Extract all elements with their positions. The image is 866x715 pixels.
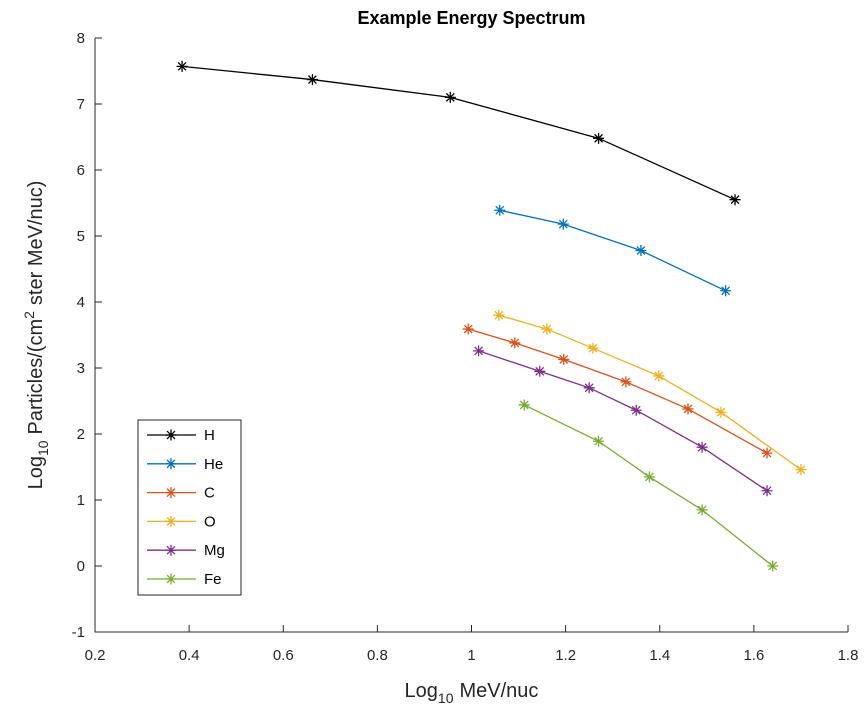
legend-marker xyxy=(165,458,177,470)
x-tick-label: 1 xyxy=(467,647,475,664)
series-fe xyxy=(518,399,779,572)
series-layer xyxy=(176,60,807,572)
x-axis-label: Log10 MeV/nuc xyxy=(405,680,539,706)
data-point xyxy=(444,91,456,103)
data-point xyxy=(593,435,605,447)
legend-item-mg: Mg xyxy=(147,542,225,559)
y-tick-label: 1 xyxy=(77,492,85,509)
data-point xyxy=(715,406,727,418)
y-tick-label: 5 xyxy=(77,228,85,245)
y-tick-label: -1 xyxy=(72,624,85,641)
series-o xyxy=(493,309,807,476)
legend-label: He xyxy=(204,456,223,473)
data-point xyxy=(620,376,632,388)
legend-marker xyxy=(165,487,177,499)
data-point xyxy=(653,370,665,382)
data-point xyxy=(462,323,474,335)
legend-marker xyxy=(165,515,177,527)
series-h xyxy=(176,60,741,206)
legend-item-o: O xyxy=(147,513,216,530)
y-tick-label: 7 xyxy=(77,96,85,113)
legend-item-h: H xyxy=(147,427,215,444)
legend-item-fe: Fe xyxy=(147,571,222,588)
y-tick-label: 4 xyxy=(77,294,85,311)
data-point xyxy=(494,204,506,216)
series-line xyxy=(468,328,768,454)
legend-box xyxy=(137,419,242,596)
data-point xyxy=(176,60,188,72)
y-axis-ticks: -1 0 1 2 3 4 5 6 7 8 xyxy=(72,30,102,641)
data-point xyxy=(509,337,521,349)
y-tick-label: 8 xyxy=(77,30,85,47)
legend-marker xyxy=(165,573,177,585)
y-axis-label: Log10Particles/(cm2ster MeV/nuc) xyxy=(21,181,51,490)
y-tick-label: 2 xyxy=(77,426,85,443)
data-point xyxy=(518,399,530,411)
legend-item-c: C xyxy=(147,485,215,502)
data-point xyxy=(587,342,599,354)
data-point xyxy=(729,194,741,206)
legend-label: Mg xyxy=(204,542,225,559)
data-point xyxy=(541,323,553,335)
x-tick-label: 0.4 xyxy=(179,647,200,664)
data-point xyxy=(767,560,779,572)
series-line xyxy=(478,350,768,492)
x-tick-label: 0.8 xyxy=(367,647,388,664)
legend-marker xyxy=(165,544,177,556)
series-line xyxy=(498,314,802,471)
x-tick-label: 0.2 xyxy=(85,647,106,664)
series-he xyxy=(494,204,732,297)
x-tick-label: 1.4 xyxy=(649,647,670,664)
y-tick-label: 0 xyxy=(77,558,85,575)
series-mg xyxy=(473,345,773,497)
legend-label: O xyxy=(204,513,216,530)
series-line xyxy=(499,209,726,292)
data-point xyxy=(635,245,647,257)
data-point xyxy=(306,74,318,86)
data-point xyxy=(696,504,708,516)
x-tick-label: 1.6 xyxy=(743,647,764,664)
legend-item-he: He xyxy=(147,456,223,473)
chart-title: Example Energy Spectrum xyxy=(357,8,585,28)
legend-label: C xyxy=(204,485,215,502)
legend-marker xyxy=(165,429,177,441)
data-point xyxy=(593,132,605,144)
data-point xyxy=(643,471,655,483)
y-tick-label: 6 xyxy=(77,162,85,179)
x-tick-label: 1.8 xyxy=(838,647,859,664)
data-point xyxy=(795,464,807,476)
data-point xyxy=(696,441,708,453)
data-point xyxy=(557,218,569,230)
legend: H He CO Mg Fe xyxy=(137,419,242,596)
data-point xyxy=(473,345,485,357)
legend-label: H xyxy=(204,427,215,444)
data-point xyxy=(682,403,694,415)
x-axis-ticks: 0.2 0.4 0.6 0.8 1 1.2 1.4 1.6 1.8 xyxy=(85,625,859,664)
x-tick-label: 1.2 xyxy=(555,647,576,664)
y-tick-label: 3 xyxy=(77,360,85,377)
data-point xyxy=(558,353,570,365)
x-tick-label: 0.6 xyxy=(273,647,294,664)
data-point xyxy=(720,285,732,297)
data-point xyxy=(534,365,546,377)
data-point xyxy=(761,447,773,459)
legend-label: Fe xyxy=(204,571,222,588)
series-c xyxy=(462,323,773,459)
data-point xyxy=(630,404,642,416)
data-point xyxy=(493,309,505,321)
data-point xyxy=(583,382,595,394)
data-point xyxy=(761,485,773,497)
